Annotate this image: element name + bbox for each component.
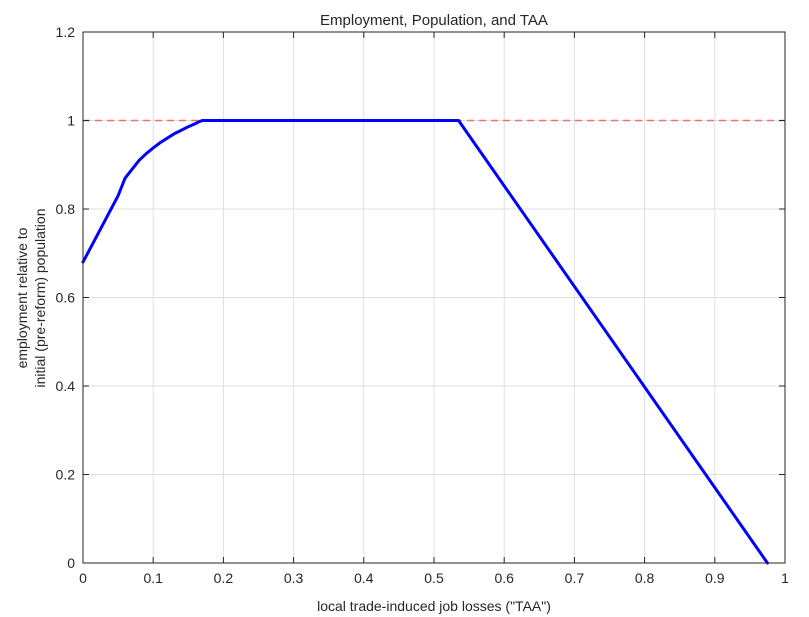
x-tick-label-6: 0.6 [494, 570, 514, 586]
x-tick-label-5: 0.5 [424, 570, 444, 586]
y-tick-label-2: 0.4 [56, 378, 76, 394]
y-axis-label-line-1: employment relative to [14, 227, 30, 368]
x-tick-label-4: 0.4 [354, 570, 374, 586]
x-tick-label-8: 0.8 [635, 570, 655, 586]
x-tick-label-9: 0.9 [705, 570, 725, 586]
y-tick-label-3: 0.6 [56, 290, 76, 306]
x-tick-label-3: 0.3 [284, 570, 304, 586]
series-line-0 [81, 119, 769, 565]
grid [83, 32, 785, 563]
x-tick-label-10: 1 [781, 570, 789, 586]
y-ticks: 0 0.2 0.4 0.6 0.8 1 1.2 [56, 24, 785, 571]
y-tick-label-4: 0.8 [56, 201, 76, 217]
y-tick-label-1: 0.2 [56, 467, 76, 483]
x-ticks: 0 0.1 0.2 0.3 0.4 0.5 0.6 0.7 0.8 0.9 1 [79, 32, 789, 586]
y-axis-label-line-2: initial (pre-reform) population [32, 209, 48, 388]
series-layer [81, 119, 769, 565]
x-tick-label-0: 0 [79, 570, 87, 586]
x-tick-label-1: 0.1 [143, 570, 163, 586]
y-tick-label-0: 0 [67, 555, 75, 571]
x-axis-label: local trade-induced job losses ("TAA") [317, 598, 551, 614]
chart-title: Employment, Population, and TAA [320, 12, 548, 29]
x-tick-label-2: 0.2 [214, 570, 234, 586]
y-tick-label-6: 1.2 [56, 24, 76, 40]
y-tick-label-5: 1 [67, 113, 75, 129]
x-tick-label-7: 0.7 [565, 570, 585, 586]
